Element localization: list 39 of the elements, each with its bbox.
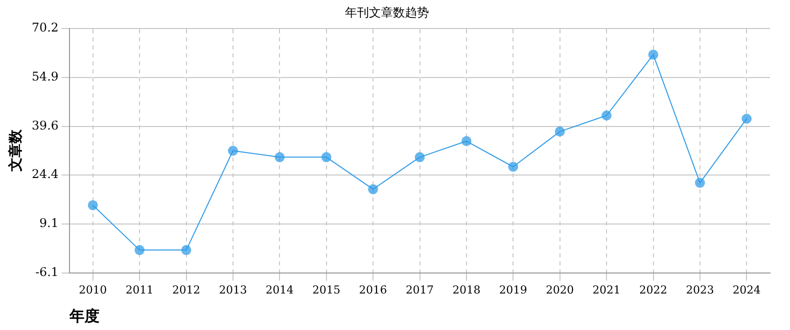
point (274, 152, 285, 162)
y-tick-label: 54.9 (32, 70, 59, 84)
point (321, 152, 332, 162)
point (694, 178, 705, 188)
x-tick-label: 2022 (639, 283, 668, 296)
x-tick-label: 2013 (218, 283, 247, 296)
x-tick-label: 2020 (546, 283, 574, 296)
point (88, 200, 98, 210)
x-tick-label: 2012 (172, 283, 200, 296)
point (602, 110, 612, 121)
x-tick-label: 2021 (592, 283, 621, 296)
x-tick-label: 2019 (499, 283, 528, 296)
point (228, 146, 238, 156)
y-axis-title: 文章数 (7, 128, 24, 173)
point (134, 245, 145, 256)
x-tick-label: 2011 (126, 283, 154, 296)
point (414, 152, 425, 162)
point (461, 136, 472, 146)
x-tick-label: 2015 (312, 283, 340, 296)
x-tick-label: 2023 (686, 283, 714, 296)
point (368, 184, 378, 194)
y-tick-label: 39.6 (32, 118, 59, 133)
chart-title: 年刊文章数趋势 (345, 5, 429, 20)
y-tick-label: 9.1 (39, 216, 59, 230)
x-tick-label: 2018 (452, 283, 480, 296)
x-tick-label: 2010 (78, 283, 107, 296)
x-tick-label: 2014 (266, 283, 294, 296)
x-tick-label: 2024 (732, 283, 761, 296)
x-axis-title: 年度 (68, 306, 100, 325)
point (181, 245, 192, 256)
x-tick-label: 2016 (359, 283, 388, 296)
point (742, 114, 752, 124)
y-tick-label: 24.4 (32, 167, 59, 182)
y-tick-label: 70.2 (32, 20, 59, 35)
point (554, 126, 565, 137)
point (508, 162, 518, 172)
y-tick-label: -6.1 (35, 264, 59, 279)
x-tick-label: 2017 (406, 283, 434, 296)
point (648, 50, 658, 60)
